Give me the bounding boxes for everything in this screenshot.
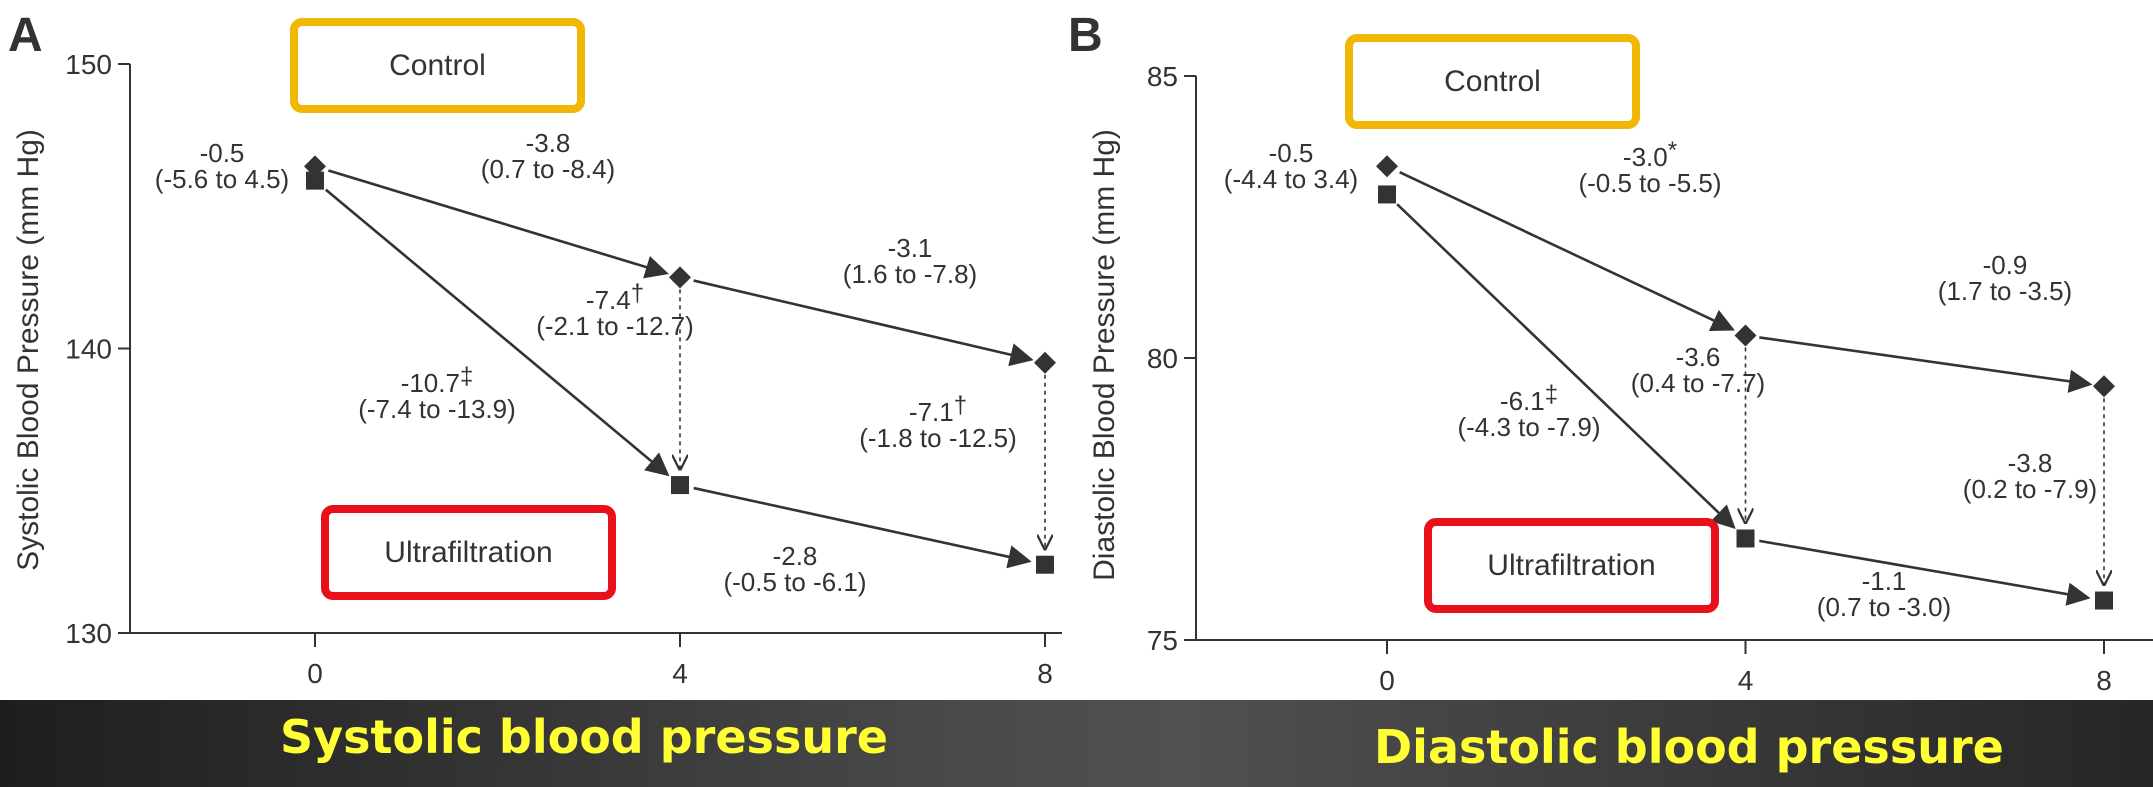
y-tick-label: 85 (1147, 61, 1178, 92)
change-annotation: -1.1 (0.7 to -3.0) (1817, 566, 1951, 622)
ultrafiltration-point (1736, 529, 1755, 548)
x-tick-label: 0 (307, 658, 323, 689)
y-axis-label: Systolic Blood Pressure (mm Hg) (12, 129, 45, 571)
panel-label-b: B (1068, 9, 1103, 62)
change-annotation: -3.1 (1.6 to -7.8) (843, 233, 977, 289)
control-point (1734, 324, 1757, 347)
legend-control: Control (1345, 34, 1640, 129)
diastolic-chart: 75 80 85 0 4 8 Diastolic Blood Pressure (mm Hg… (1088, 61, 2153, 696)
systolic-panel: A 130 140 150 0 4 8 Systolic Blood Pressure (m… (0, 0, 1076, 700)
ultrafiltration-change-arrow (324, 188, 670, 477)
control-change-arrow (328, 169, 669, 279)
change-annotation: -0.5 (-5.6 to 4.5) (155, 138, 289, 194)
change-annotation: -3.6 (0.4 to -7.7) (1631, 342, 1765, 398)
ultrafiltration-point (306, 171, 324, 190)
ultrafiltration-point (1378, 185, 1396, 204)
legend-control: Control (290, 18, 585, 113)
ultrafiltration-point (2095, 591, 2113, 610)
x-tick-label: 4 (1738, 665, 1754, 696)
control-point (2093, 375, 2115, 398)
x-tick-label: 4 (672, 658, 688, 689)
y-tick-label: 75 (1147, 625, 1178, 656)
systolic-chart: 130 140 150 0 4 8 Systolic Blood Pressure (mm … (12, 49, 1062, 689)
x-tick-label: 0 (1379, 665, 1395, 696)
ultrafiltration-point (671, 476, 689, 495)
control-point (1034, 351, 1056, 374)
control-point (1376, 155, 1398, 178)
diastolic-panel: B 75 80 85 0 4 8 Diastolic Blood Pressure (mm … (1068, 0, 2153, 700)
change-annotation: -7.4† (-2.1 to -12.7) (536, 280, 694, 341)
control-change-arrow (1399, 171, 1735, 332)
change-annotation: -3.0* (-0.5 to -5.5) (1578, 137, 1721, 198)
change-annotation: -0.5 (-4.4 to 3.4) (1224, 138, 1358, 194)
y-tick-label: 130 (65, 618, 112, 649)
y-tick-label: 150 (65, 49, 112, 80)
ultrafiltration-point (1036, 555, 1054, 574)
panel-label-a: A (8, 9, 43, 62)
change-annotation: -3.8 (0.2 to -7.9) (1963, 448, 2097, 504)
change-annotation: -3.8 (0.7 to -8.4) (481, 128, 615, 184)
change-annotation: -6.1‡ (-4.3 to -7.9) (1457, 381, 1600, 442)
caption-diastolic: Diastolic blood pressure (1374, 720, 2004, 774)
x-tick-label: 8 (2096, 665, 2112, 696)
caption-systolic: Systolic blood pressure (280, 710, 888, 764)
change-annotation: -2.8 (-0.5 to -6.1) (723, 541, 866, 597)
ultrafiltration-change-arrow (693, 486, 1032, 569)
caption-bar: Systolic blood pressure Diastolic blood … (0, 700, 2153, 787)
control-point (669, 266, 691, 289)
ultrafiltration-change-arrow (1759, 539, 2091, 606)
x-tick-label: 8 (1037, 658, 1053, 689)
y-tick-label: 140 (65, 334, 112, 365)
change-annotation: -0.9 (1.7 to -3.5) (1938, 250, 2072, 306)
y-tick-label: 80 (1147, 343, 1178, 374)
control-change-arrow (1759, 336, 2093, 393)
y-axis-label: Diastolic Blood Pressure (mm Hg) (1088, 129, 1121, 581)
control-change-arrow (693, 279, 1034, 367)
legend-ultrafiltration: Ultrafiltration (1424, 518, 1719, 613)
change-annotation: -7.1† (-1.8 to -12.5) (859, 392, 1017, 453)
legend-ultrafiltration: Ultrafiltration (321, 505, 616, 600)
ultrafiltration-change-arrow (1396, 203, 1736, 530)
change-annotation: -10.7‡ (-7.4 to -13.9) (358, 363, 516, 424)
